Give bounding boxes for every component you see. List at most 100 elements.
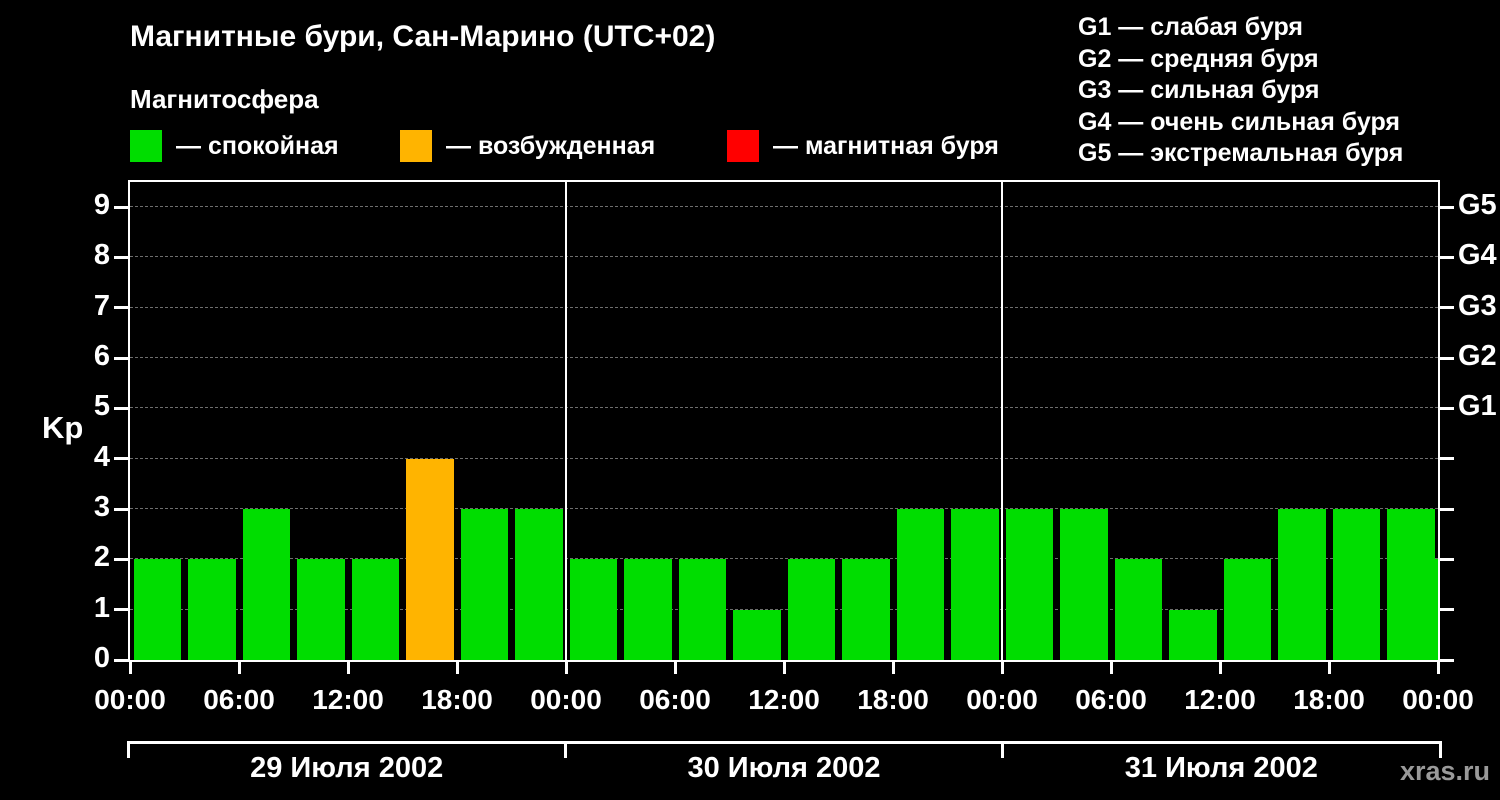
gridline	[130, 256, 1438, 258]
y-tick-label: 2	[93, 541, 110, 574]
g2-legend-line: G2 — средняя буря	[1078, 44, 1319, 73]
x-tick	[128, 662, 132, 674]
x-tick-label: 06:00	[639, 684, 711, 715]
x-tick	[891, 662, 895, 674]
x-tick-label: 00:00	[94, 684, 166, 715]
kp-bar	[515, 509, 563, 660]
y-tick	[114, 608, 128, 612]
legend-label-storm: — магнитная буря	[773, 131, 999, 160]
y-tick-label: 8	[93, 239, 110, 272]
y-tick-label: 3	[93, 491, 110, 524]
plot-area	[128, 180, 1440, 662]
gridline	[130, 357, 1438, 359]
y-tick-right	[1440, 406, 1454, 410]
quiet-color-swatch	[130, 130, 162, 162]
y-tick-right	[1440, 457, 1454, 461]
kp-bar	[951, 509, 999, 660]
kp-bar	[569, 559, 617, 660]
x-tick	[1218, 662, 1222, 674]
y-tick-label: 1	[93, 591, 110, 624]
g5-legend-line: G5 — экстремальная буря	[1078, 139, 1404, 168]
gridline	[130, 457, 1438, 459]
x-tick	[1436, 662, 1440, 674]
g-axis-label: G5	[1458, 189, 1497, 222]
kp-bar	[297, 559, 345, 660]
date-axis-tick	[126, 741, 130, 758]
x-tick-label: 12:00	[1184, 684, 1256, 715]
y-tick-right	[1440, 608, 1454, 612]
y-tick	[114, 255, 128, 259]
x-tick-label: 00:00	[1402, 684, 1474, 715]
magnetosphere-legend: — спокойная — возбужденная — магнитная б…	[130, 130, 1130, 166]
date-axis-line	[128, 741, 1440, 744]
kp-bar	[1169, 609, 1217, 660]
kp-bar	[188, 559, 236, 660]
kp-bar	[1114, 559, 1162, 660]
kp-bar	[460, 509, 508, 660]
y-tick	[114, 406, 128, 410]
y-tick-right	[1440, 557, 1454, 561]
g-axis-label: G1	[1458, 390, 1497, 423]
y-tick-right	[1440, 255, 1454, 259]
chart-subtitle: Магнитосфера	[130, 84, 319, 114]
legend-item-storm: — магнитная буря	[727, 130, 999, 162]
gridline	[130, 558, 1438, 560]
legend-item-excited: — возбужденная	[400, 130, 655, 162]
y-axis-title: Kp	[42, 410, 84, 445]
gridline	[130, 206, 1438, 208]
y-tick-label: 4	[93, 440, 110, 473]
kp-bar	[1223, 559, 1271, 660]
kp-bar	[1060, 509, 1108, 660]
y-tick	[114, 557, 128, 561]
kp-bar	[1005, 509, 1053, 660]
y-tick-label: 5	[93, 390, 110, 423]
x-tick	[1327, 662, 1331, 674]
g4-legend-line: G4 — очень сильная буря	[1078, 107, 1400, 136]
date-axis-tick	[1438, 741, 1442, 758]
x-tick-label: 06:00	[203, 684, 275, 715]
y-tick	[114, 507, 128, 511]
kp-bar	[351, 559, 399, 660]
kp-bar-partial	[1414, 559, 1438, 660]
date-axis-tick	[563, 741, 567, 758]
y-tick-label: 0	[93, 642, 110, 674]
date-label: 31 Июля 2002	[1124, 752, 1318, 784]
g-axis-label: G4	[1458, 239, 1497, 272]
x-tick	[673, 662, 677, 674]
storm-color-swatch	[727, 130, 759, 162]
legend-label-excited: — возбужденная	[446, 131, 656, 160]
y-tick-label: 6	[93, 340, 110, 373]
kp-bar	[842, 559, 890, 660]
g1-legend-line: G1 — слабая буря	[1078, 13, 1304, 41]
date-axis-tick	[1001, 741, 1005, 758]
y-tick-label: 9	[93, 189, 110, 222]
x-tick-label: 18:00	[857, 684, 929, 715]
y-tick	[114, 457, 128, 461]
g-scale-legend: G1 — слабая буря G2 — средняя буря G3 — …	[1078, 12, 1403, 170]
x-tick-label: 06:00	[1075, 684, 1147, 715]
x-tick	[1109, 662, 1113, 674]
y-tick-right	[1440, 356, 1454, 360]
y-tick	[114, 205, 128, 209]
kp-bar	[624, 559, 672, 660]
y-tick	[114, 658, 128, 662]
gridline	[130, 608, 1438, 610]
x-tick	[564, 662, 568, 674]
x-tick	[346, 662, 350, 674]
y-tick-label: 7	[93, 289, 110, 322]
x-tick-label: 12:00	[312, 684, 384, 715]
x-tick-label: 18:00	[1293, 684, 1365, 715]
y-tick	[114, 306, 128, 310]
x-tick-label: 18:00	[421, 684, 493, 715]
kp-bar	[678, 559, 726, 660]
x-tick-label: 00:00	[966, 684, 1038, 715]
date-label: 29 Июля 2002	[250, 752, 444, 784]
kp-bar	[1278, 509, 1326, 660]
x-tick-label: 00:00	[530, 684, 602, 715]
x-tick	[237, 662, 241, 674]
excited-color-swatch	[400, 130, 432, 162]
y-tick-right	[1440, 658, 1454, 662]
watermark: xras.ru	[1399, 756, 1490, 786]
y-tick-right	[1440, 205, 1454, 209]
